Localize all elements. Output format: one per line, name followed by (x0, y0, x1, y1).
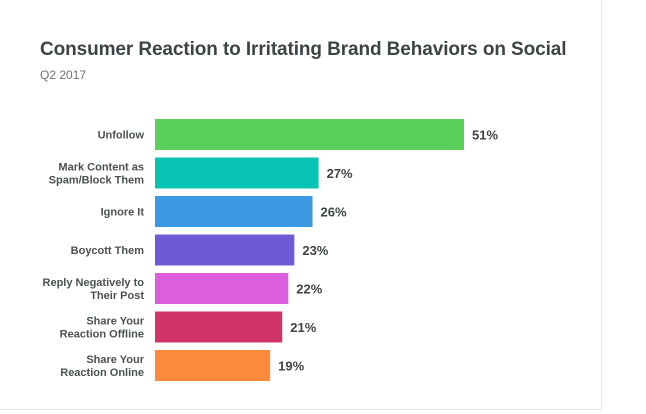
chart-card: Consumer Reaction to Irritating Brand Be… (0, 0, 602, 410)
chart-subtitle: Q2 2017 (40, 68, 87, 82)
category-label-4: Reply Negatively to Their Post (43, 277, 145, 302)
value-label-0: 51% (472, 128, 498, 143)
category-label-0: Unfollow (98, 130, 145, 142)
bar-chart: Unfollow 51% Mark Content as Spam/Block The… (43, 119, 498, 381)
bar-6 (155, 350, 271, 381)
bar-0 (155, 119, 464, 150)
bar-1 (155, 157, 319, 189)
value-label-4: 22% (296, 282, 322, 297)
category-label-5: Share Your Reaction Offline (60, 316, 145, 341)
value-label-5: 21% (290, 320, 316, 335)
value-label-6: 19% (278, 359, 304, 374)
value-label-2: 26% (321, 205, 347, 220)
category-label-2: Ignore It (101, 207, 145, 219)
bar-4 (155, 273, 289, 304)
bar-3 (155, 234, 295, 266)
bar-2 (155, 196, 313, 227)
chart-title: Consumer Reaction to Irritating Brand Be… (40, 39, 567, 60)
value-label-3: 23% (302, 243, 328, 258)
bar-5 (155, 311, 283, 343)
category-label-1: Mark Content as Spam/Block Them (49, 162, 145, 187)
category-label-3: Boycott Them (71, 245, 145, 257)
category-label-6: Share Your Reaction Online (60, 354, 144, 379)
value-label-1: 27% (327, 166, 353, 181)
